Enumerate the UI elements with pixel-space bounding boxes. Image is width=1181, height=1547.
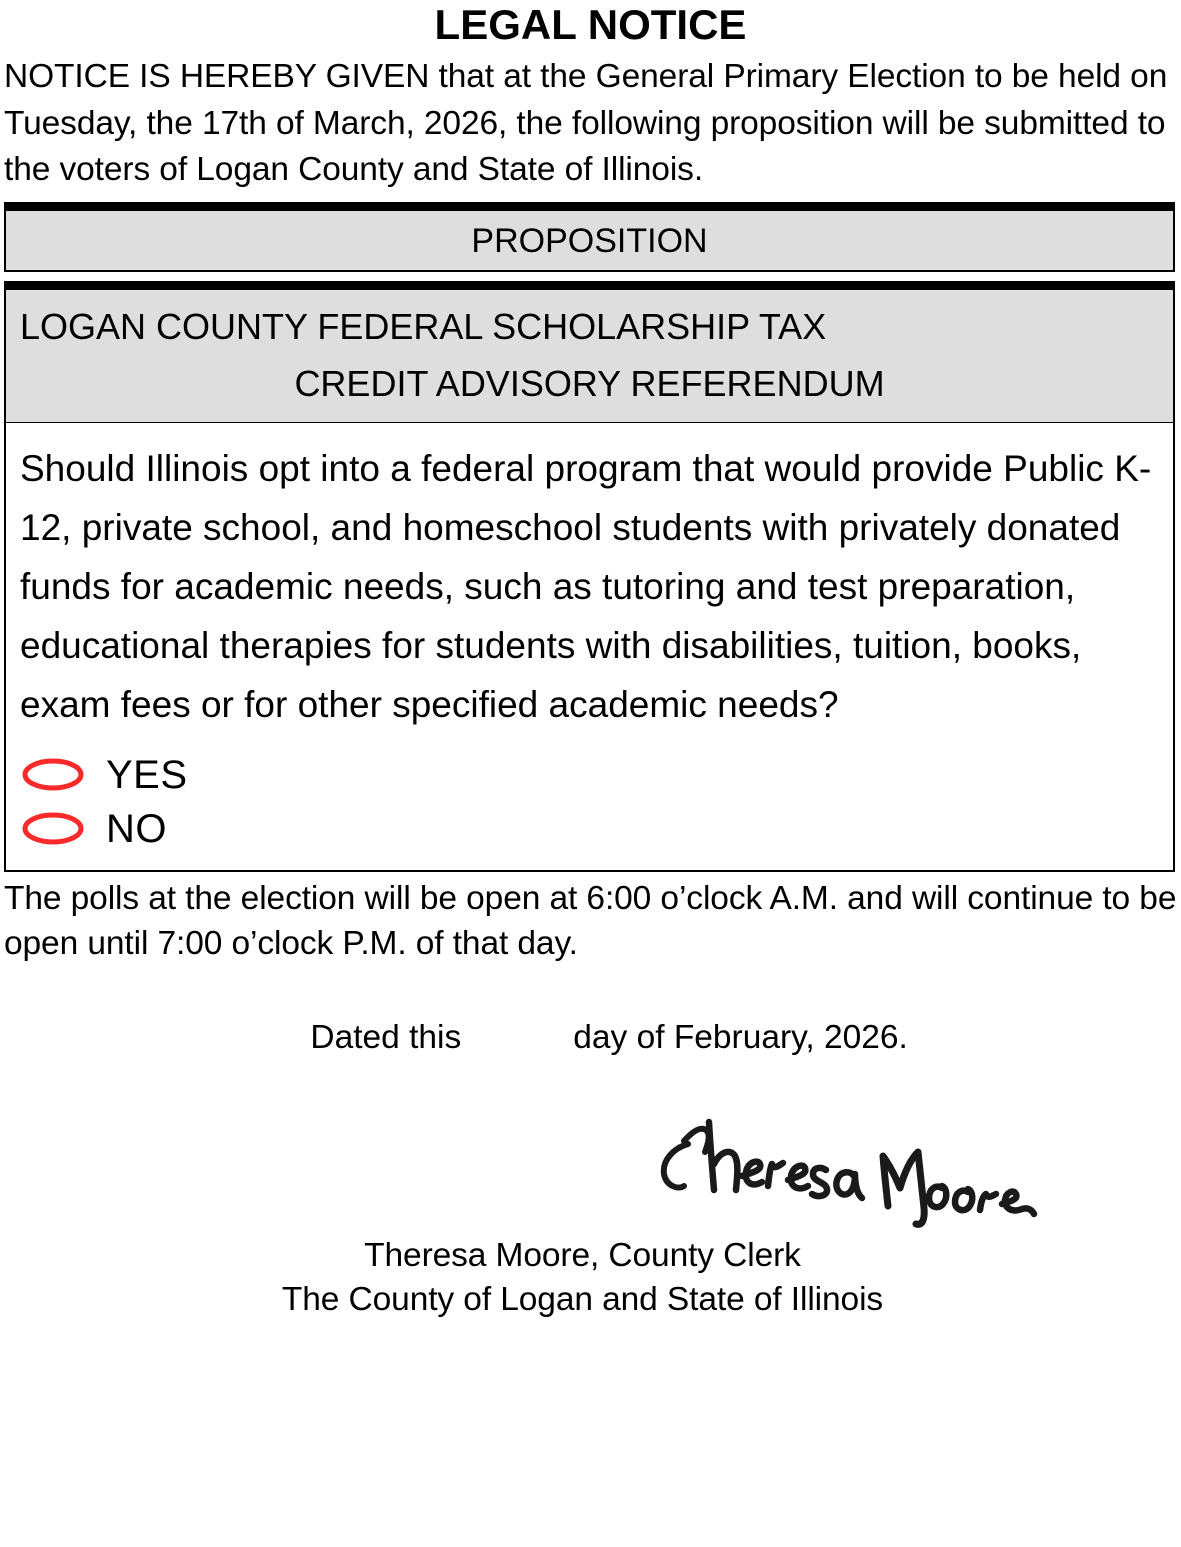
vote-option-yes[interactable]: YES bbox=[20, 748, 1159, 802]
signature-organization: The County of Logan and State of Illinoi… bbox=[281, 1280, 884, 1318]
page-title: LEGAL NOTICE bbox=[434, 1, 747, 48]
signature-printed-name: Theresa Moore, County Clerk bbox=[364, 1236, 801, 1274]
ballot-oval-icon[interactable] bbox=[22, 758, 84, 791]
proposition-header-label: PROPOSITION bbox=[4, 201, 1175, 272]
vote-option-label-yes: YES bbox=[106, 752, 188, 797]
dated-suffix: day of February, 2026. bbox=[573, 1018, 908, 1056]
signature-area bbox=[0, 1112, 1181, 1234]
proposition-title-line-2: CREDIT ADVISORY REFERENDUM bbox=[294, 362, 885, 404]
proposition-body-cell: Should Illinois opt into a federal progr… bbox=[4, 421, 1175, 872]
vote-options-list: YES NO bbox=[20, 748, 1159, 862]
ballot-oval-icon[interactable] bbox=[22, 812, 84, 845]
vote-option-no[interactable]: NO bbox=[20, 802, 1159, 856]
proposition-title-cell: LOGAN COUNTY FEDERAL SCHOLARSHIP TAX CRE… bbox=[4, 280, 1175, 422]
vote-option-label-no: NO bbox=[106, 806, 167, 851]
intro-paragraph: NOTICE IS HEREBY GIVEN that at the Gener… bbox=[4, 58, 1168, 188]
dated-line: Dated this day of February, 2026. bbox=[0, 966, 1181, 1110]
dated-prefix: Dated this bbox=[310, 1018, 462, 1056]
proposition-title-line-1: LOGAN COUNTY FEDERAL SCHOLARSHIP TAX bbox=[20, 305, 827, 347]
proposition-table: PROPOSITION LOGAN COUNTY FEDERAL SCHOLAR… bbox=[0, 201, 1181, 872]
polls-hours-paragraph: The polls at the election will be open a… bbox=[4, 879, 1177, 962]
proposition-question-text: Should Illinois opt into a federal progr… bbox=[20, 447, 1152, 725]
handwritten-signature-icon bbox=[660, 1118, 1038, 1228]
